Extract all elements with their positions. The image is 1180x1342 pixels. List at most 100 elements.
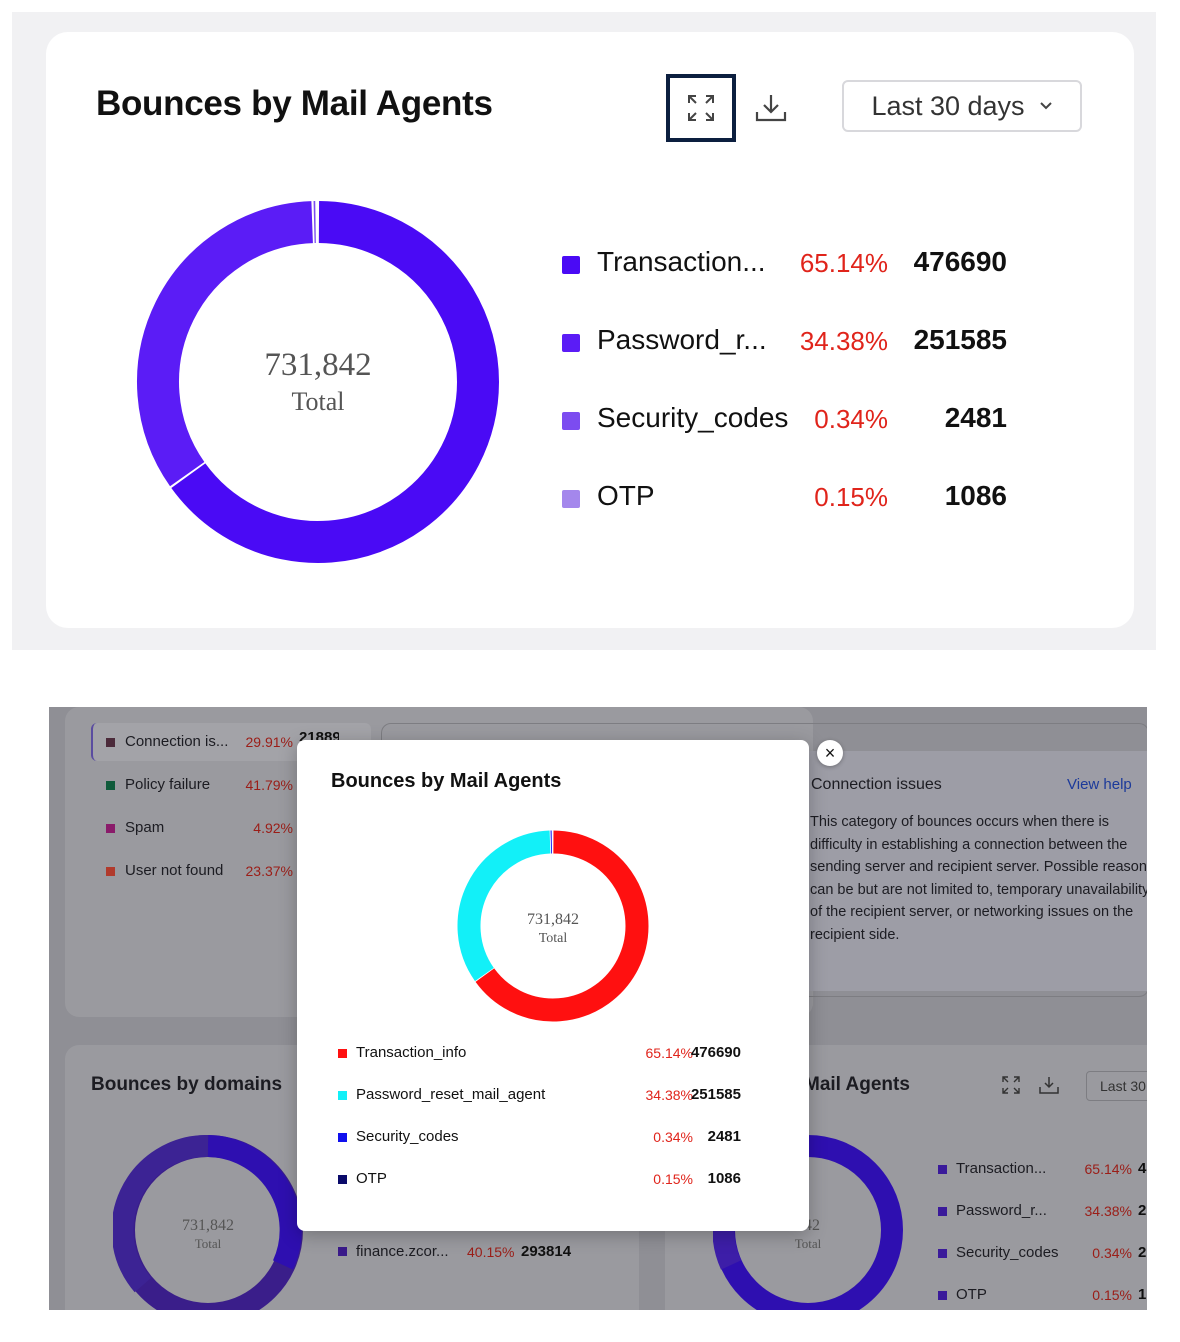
legend-percent: 0.15%	[653, 1171, 693, 1187]
legend-value: 476690	[913, 246, 1007, 277]
modal-donut: 731,842 Total	[457, 830, 649, 1022]
bg-list-label: User not found	[125, 862, 224, 879]
chevron-down-icon	[1039, 102, 1052, 110]
legend-swatch	[938, 1291, 947, 1300]
bg-list-label: Connection is...	[125, 733, 229, 750]
legend-value: 476	[1138, 1160, 1147, 1177]
legend-percent: 34.38%	[799, 326, 888, 356]
modal-title: Bounces by Mail Agents	[331, 770, 562, 792]
domains-row-pct: 40.15%	[467, 1244, 515, 1260]
bg-list-pct: 4.92%	[253, 820, 293, 836]
donut-slice	[475, 830, 649, 1022]
legend-swatch	[106, 781, 115, 790]
legend-swatch	[338, 1049, 347, 1058]
modal-total: 731,842	[527, 911, 579, 928]
legend-percent: 65.14%	[645, 1045, 693, 1061]
date-range-label: Last 30 days	[871, 90, 1025, 121]
close-button[interactable]: ×	[817, 740, 843, 766]
donut-chart: 731,842 Total	[137, 201, 499, 563]
legend-label: OTP	[597, 480, 655, 511]
legend-label: Security_codes	[956, 1244, 1059, 1261]
domains-total-label: Total	[195, 1236, 222, 1251]
legend-value: 251	[1138, 1202, 1147, 1219]
bg-list-pct: 41.79%	[245, 777, 293, 793]
legend-swatch	[938, 1207, 947, 1216]
legend-label: Security_codes	[356, 1128, 459, 1145]
legend-label: OTP	[356, 1170, 387, 1187]
legend-percent: 0.15%	[1092, 1287, 1132, 1303]
expand-icon	[688, 95, 714, 121]
bg-help-box	[809, 751, 1147, 991]
domains-total: 731,842	[182, 1217, 234, 1234]
legend-swatch	[562, 490, 580, 508]
legend-percent: 34.38%	[1084, 1203, 1132, 1219]
download-button[interactable]	[750, 88, 792, 128]
legend-swatch	[562, 256, 580, 274]
legend-label: Security_codes	[597, 402, 789, 433]
legend-label: Transaction...	[597, 246, 766, 277]
legend-percent: 65.14%	[799, 248, 888, 278]
legend-swatch	[338, 1133, 347, 1142]
expanded-chart-modal: Bounces by Mail Agents 731,842 Total Tra…	[297, 740, 809, 1231]
bg-list-pct: 29.91%	[245, 734, 293, 750]
domains-row-value: 293814	[521, 1243, 572, 1260]
expand-button[interactable]	[666, 74, 736, 142]
help-text: This category of bounces occurs when the…	[810, 814, 1147, 943]
close-icon: ×	[824, 742, 836, 763]
donut-total-label: Total	[291, 387, 344, 416]
legend-value: 1086	[944, 480, 1007, 511]
legend-value: 1	[1138, 1286, 1147, 1303]
donut-slice	[137, 201, 314, 487]
right-range-label: Last 30	[1100, 1078, 1146, 1094]
legend-percent: 0.34%	[653, 1129, 693, 1145]
legend-percent: 65.14%	[1084, 1161, 1132, 1177]
legend-swatch	[338, 1247, 347, 1256]
legend-label: Password_r...	[956, 1202, 1047, 1219]
card-title: Bounces by Mail Agents	[96, 84, 493, 123]
legend-swatch	[562, 334, 580, 352]
legend-value: 2	[1138, 1244, 1147, 1261]
legend-swatch	[562, 412, 580, 430]
legend-value: 476690	[690, 1044, 741, 1061]
bg-list-label: Policy failure	[125, 776, 211, 793]
legend-value: 251585	[913, 324, 1007, 355]
modal-total-label: Total	[539, 931, 568, 946]
legend-swatch	[938, 1249, 947, 1258]
legend-percent: 0.34%	[814, 404, 888, 434]
bg-list-label: Spam	[125, 819, 165, 836]
legend-value: 251585	[690, 1086, 741, 1103]
legend-percent: 34.38%	[645, 1087, 693, 1103]
download-icon[interactable]	[1038, 1075, 1060, 1095]
legend-label: Transaction...	[956, 1160, 1047, 1177]
legend-label: Transaction_info	[356, 1044, 467, 1061]
legend-swatch	[106, 824, 115, 833]
legend-label: OTP	[956, 1286, 987, 1303]
legend-swatch	[338, 1175, 347, 1184]
right-range-select[interactable]: Last 30	[1086, 1071, 1147, 1101]
legend-swatch	[106, 867, 115, 876]
help-title: Connection issues	[811, 776, 942, 793]
domains-title: Bounces by domains	[91, 1074, 283, 1095]
donut-total: 731,842	[264, 347, 371, 383]
legend-percent: 0.15%	[814, 482, 888, 512]
domains-row-label: finance.zcor...	[356, 1243, 449, 1260]
donut-slices	[137, 201, 499, 563]
legend-swatch	[106, 738, 115, 747]
legend-label: Password_reset_mail_agent	[356, 1086, 546, 1103]
domains-donut: 731,842 Total	[113, 1135, 303, 1310]
right-total-label: Total	[795, 1236, 822, 1251]
legend-value: 1086	[707, 1170, 741, 1187]
bg-list-pct: 23.37%	[245, 863, 293, 879]
expand-icon[interactable]	[1001, 1075, 1021, 1095]
modal-donut-slices	[457, 830, 649, 1022]
legend-label: Password_r...	[597, 324, 767, 355]
right-card-title: Mail Agents	[804, 1074, 910, 1095]
view-help-link[interactable]: View help	[1067, 776, 1132, 793]
donut-slice	[457, 830, 551, 982]
bg-list-value: 218893	[299, 729, 339, 741]
download-icon	[755, 95, 787, 122]
legend-percent: 0.34%	[1092, 1245, 1132, 1261]
donut-slice	[171, 201, 499, 563]
date-range-select[interactable]: Last 30 days	[842, 80, 1082, 132]
legend-swatch	[938, 1165, 947, 1174]
